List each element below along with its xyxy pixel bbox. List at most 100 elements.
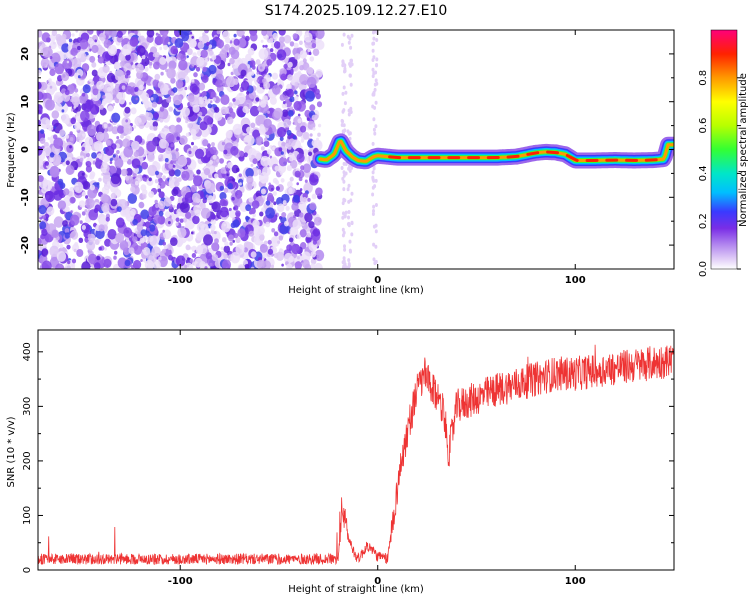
- noise-blob: [275, 186, 280, 191]
- noise-blob: [211, 142, 215, 147]
- noise-blob: [123, 62, 132, 73]
- noise-blob: [372, 166, 376, 171]
- noise-blob: [148, 191, 155, 198]
- noise-blob: [214, 231, 217, 235]
- noise-blob: [264, 137, 268, 142]
- noise-blob: [125, 210, 136, 222]
- noise-blob: [64, 228, 70, 234]
- noise-blob: [246, 175, 254, 185]
- noise-blob: [341, 215, 345, 220]
- noise-blob: [153, 214, 162, 224]
- noise-blob: [136, 45, 146, 56]
- noise-blob: [375, 63, 378, 68]
- noise-blob: [104, 30, 113, 36]
- noise-blob: [204, 58, 208, 63]
- noise-blob: [71, 96, 80, 106]
- noise-blob: [89, 184, 95, 191]
- noise-blob: [283, 155, 286, 159]
- noise-blob: [172, 164, 176, 168]
- noise-blob: [203, 234, 213, 246]
- noise-blob: [286, 244, 293, 252]
- noise-blob: [219, 192, 227, 201]
- noise-blob: [216, 30, 221, 35]
- noise-blob: [170, 77, 176, 84]
- noise-blob: [96, 80, 105, 90]
- noise-blob: [175, 255, 186, 267]
- noise-blob: [128, 247, 135, 255]
- noise-blob: [85, 195, 89, 199]
- noise-blob: [228, 46, 236, 55]
- noise-blob: [299, 229, 307, 238]
- noise-blob: [347, 263, 351, 268]
- noise-blob: [372, 55, 376, 60]
- noise-blob: [132, 64, 136, 69]
- noise-blob: [372, 36, 376, 41]
- noise-blobs: [38, 30, 379, 269]
- noise-blob: [266, 149, 272, 155]
- noise-blob: [145, 112, 154, 121]
- noise-blob: [76, 249, 84, 257]
- noise-blob: [157, 81, 165, 89]
- noise-blob: [185, 211, 192, 219]
- colorbar-label: Normalized spectral amplitude: [738, 73, 749, 227]
- noise-blob: [111, 112, 121, 123]
- noise-blob: [240, 69, 247, 77]
- noise-blob: [259, 243, 268, 253]
- noise-blob: [101, 101, 106, 107]
- noise-blob: [292, 135, 297, 140]
- noise-blob: [278, 156, 288, 167]
- noise-blob: [64, 232, 71, 239]
- noise-blob: [223, 223, 226, 227]
- noise-blob: [214, 238, 219, 244]
- noise-blob: [373, 184, 377, 189]
- noise-blob: [141, 161, 149, 170]
- noise-blob: [342, 85, 346, 90]
- noise-blob: [38, 69, 42, 76]
- noise-blob: [170, 143, 174, 148]
- noise-blob: [228, 102, 233, 108]
- noise-blob: [243, 247, 248, 253]
- noise-blob: [175, 148, 179, 152]
- noise-blob: [42, 215, 47, 220]
- snr-marks: [38, 344, 674, 566]
- noise-blob: [148, 224, 156, 232]
- noise-blob: [100, 193, 109, 204]
- noise-blob: [98, 177, 102, 182]
- noise-blob: [295, 125, 301, 131]
- noise-blob: [296, 233, 301, 240]
- noise-blob: [153, 112, 160, 119]
- noise-blob: [64, 89, 70, 96]
- noise-blob: [219, 158, 224, 164]
- y-tick-label: 10: [20, 95, 31, 109]
- noise-blob: [89, 55, 96, 63]
- noise-blob: [311, 30, 318, 34]
- noise-blob: [346, 129, 350, 134]
- noise-blob: [66, 60, 70, 64]
- noise-blob: [252, 219, 260, 229]
- noise-blob: [299, 65, 304, 71]
- noise-blob: [308, 51, 312, 56]
- noise-blob: [42, 46, 52, 58]
- noise-blob: [166, 243, 173, 250]
- noise-blob: [80, 110, 90, 122]
- noise-blob: [118, 97, 125, 105]
- noise-blob: [53, 91, 64, 104]
- noise-blob: [78, 200, 86, 208]
- noise-blob: [54, 63, 65, 75]
- noise-blob: [306, 117, 310, 121]
- noise-blob: [198, 36, 203, 42]
- noise-blob: [181, 173, 186, 179]
- noise-blob: [373, 131, 377, 136]
- noise-blob: [96, 255, 101, 261]
- noise-blob: [177, 155, 188, 167]
- noise-blob: [316, 137, 319, 141]
- spectrogram-x-axis-label: Height of straight line (km): [288, 285, 424, 296]
- noise-blob: [273, 201, 277, 206]
- noise-blob: [95, 99, 102, 107]
- noise-blob: [261, 207, 266, 213]
- noise-blob: [179, 218, 184, 223]
- noise-blob: [289, 106, 294, 111]
- noise-blob: [233, 38, 240, 46]
- noise-blob: [311, 114, 317, 121]
